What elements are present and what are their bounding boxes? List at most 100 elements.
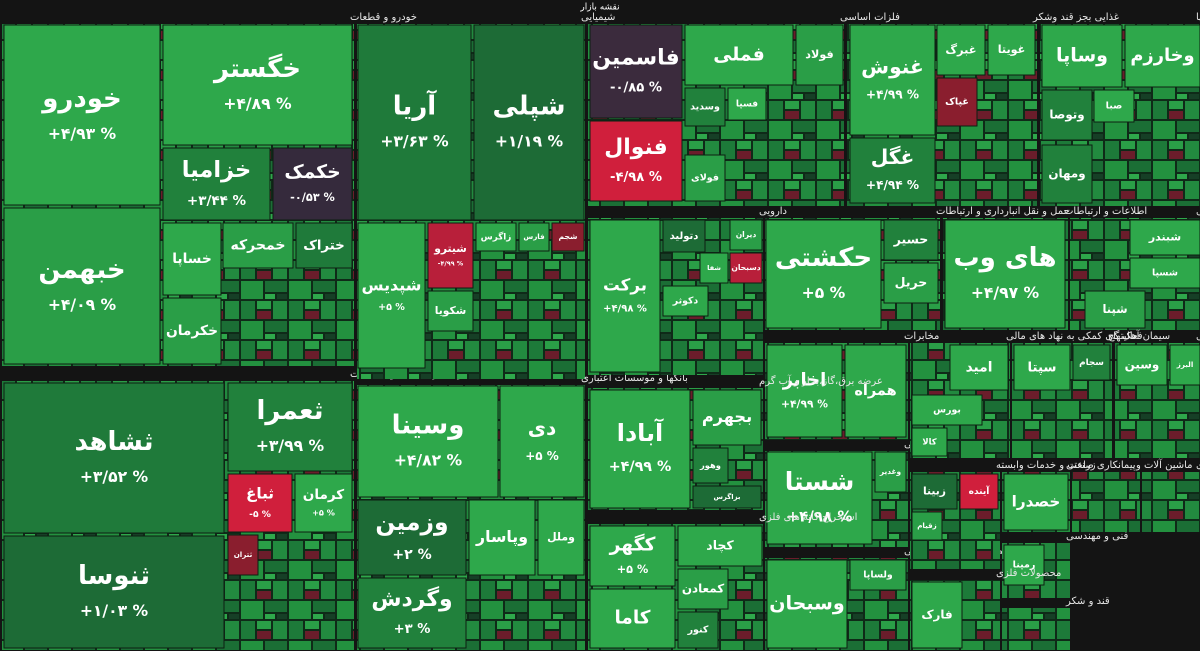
tile <box>357 577 467 649</box>
tile <box>589 525 676 587</box>
sector-area <box>1002 608 1070 650</box>
tile-name: امید <box>966 360 993 376</box>
tile-name: خکمک <box>284 162 340 183</box>
tile-name: ومهان <box>1048 167 1085 182</box>
tile <box>427 290 474 332</box>
tile <box>272 147 353 221</box>
tile-name: شسپا <box>1152 268 1178 279</box>
tile-name: سجام <box>1079 358 1104 368</box>
tile-change: +۴/۸۲ % <box>394 452 463 470</box>
tile-name: حسیر <box>893 232 929 247</box>
tile-name: خساپا <box>172 251 212 267</box>
tile-change: +۱/۱۹ % <box>495 133 564 151</box>
sector-header: فراورده های نفتی <box>1196 206 1200 217</box>
tile-name: غگل <box>871 145 915 169</box>
tile-name: وملل <box>547 531 575 544</box>
tile-name: خزامیا <box>182 157 252 183</box>
tile-name: فولای <box>691 173 719 184</box>
sector-header: خودرو و قطعات <box>350 12 417 23</box>
tile-change: -۴/۹۹ % <box>438 260 464 268</box>
tile-name: دتولید <box>670 231 699 242</box>
sector-header: زراعت و خدمات وابسته <box>996 460 1096 471</box>
tile <box>677 568 729 610</box>
tile <box>911 394 983 426</box>
tile <box>849 137 936 204</box>
tile-change: -۴/۹۸ % <box>610 170 662 185</box>
tile <box>911 473 958 510</box>
tile-change: -۰/۸۵ % <box>610 80 662 95</box>
tile <box>1084 290 1146 329</box>
tile-name: فارک <box>921 608 952 623</box>
tile-name: صبا <box>1106 101 1123 112</box>
sector-header: فلزات اساسی <box>840 12 900 23</box>
sector-header: ماشین آلات و <box>1135 458 1193 471</box>
tile-name: غپاک <box>945 97 969 108</box>
tile-name: حریل <box>895 275 928 290</box>
tile-name: کنور <box>687 625 709 636</box>
tile-name: فارس <box>523 232 545 241</box>
tile-name: بورس <box>933 405 961 416</box>
sector-header: کانی غیر فلزی <box>1196 460 1200 471</box>
tile-change: +۵ % <box>312 508 335 518</box>
tile-name: زبینا <box>923 485 946 498</box>
tile <box>849 24 936 136</box>
tile <box>936 77 978 127</box>
tile-name: خگستر <box>212 53 301 84</box>
tile-name: فولاد <box>805 48 833 61</box>
tile <box>499 385 585 498</box>
tile-change: +۴/۹۳ % <box>48 125 117 143</box>
sector-header: قند و شکر <box>1065 596 1110 607</box>
tile-name: کالا <box>922 437 936 447</box>
tile <box>766 559 848 649</box>
tile-change: +۳ % <box>394 622 431 637</box>
tile <box>1003 544 1045 586</box>
sector-header: پیمانکاری صنعتی <box>1066 460 1136 471</box>
tile-name: ولساپا <box>863 570 893 581</box>
tile <box>911 581 963 649</box>
tile-name: کگهر <box>609 532 656 555</box>
tile-name: زقیام <box>917 521 937 530</box>
tile-change: +۱/۰۳ % <box>80 602 149 620</box>
sector-header: غذایی بجز قند وشکر <box>1032 12 1119 23</box>
tile-change: +۴/۹۴ % <box>866 178 919 192</box>
tile <box>949 344 1009 391</box>
tile-name: وتوصا <box>1049 108 1084 123</box>
tile-name: آریا <box>393 89 437 121</box>
tile-name: حکشتی <box>775 243 872 273</box>
tile-name: خبهمن <box>38 255 125 285</box>
sector-header: فعالیتهای کمکی به نهاد های مالی <box>1006 331 1143 342</box>
tile-change: -۰/۵۳ % <box>290 191 335 204</box>
tile <box>1041 144 1093 204</box>
tile-name: بزاگرس <box>714 492 741 501</box>
sector-header: دارویی <box>759 206 787 217</box>
tile <box>727 87 767 121</box>
tile <box>1013 344 1071 391</box>
tile <box>729 219 763 251</box>
tile <box>699 252 729 284</box>
tile <box>357 499 467 576</box>
tile-change: +۵ % <box>525 449 559 463</box>
tile <box>227 382 353 472</box>
tile-name: آینده <box>969 485 991 497</box>
tile-name: شپنا <box>1102 302 1127 316</box>
tile-change: +۵ % <box>617 563 648 576</box>
tile <box>987 24 1036 76</box>
tile-name: وسین <box>1125 358 1160 373</box>
tile <box>589 389 691 509</box>
tile <box>692 447 729 484</box>
tiles: خودرو و قطعات خودرو +۴/۹۳ % خگستر +۴/۸۹ % خبه… <box>2 11 1200 650</box>
tile <box>692 389 762 446</box>
tile <box>294 473 353 533</box>
tile-name: کمعادن <box>682 582 724 596</box>
tile <box>3 24 161 206</box>
tile-change: +۴/۰۹ % <box>48 296 117 314</box>
tile-name: کاما <box>615 608 651 629</box>
tile-name: دکوثر <box>672 296 699 307</box>
tile-name: غنوش <box>861 54 924 78</box>
tile <box>3 207 161 365</box>
tile <box>227 473 293 533</box>
tile-name: شپدیس <box>362 275 422 295</box>
tile-name: فاسمین <box>592 45 679 70</box>
sector-header: مخابرات <box>904 331 939 342</box>
tile <box>468 499 536 576</box>
